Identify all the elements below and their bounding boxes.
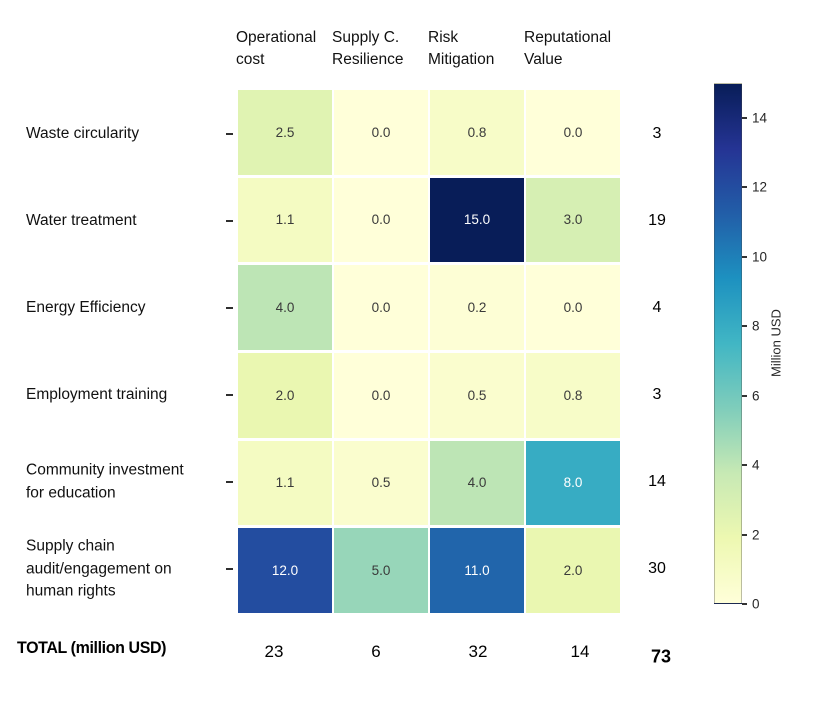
row-label: Employment training	[26, 385, 168, 403]
heatmap-cell: 0.2	[430, 265, 524, 350]
colorbar-tick-label: 10	[752, 249, 768, 265]
colorbar-tick	[742, 255, 747, 258]
cell-value: 4.0	[467, 475, 487, 491]
heatmap-cell: 0.0	[526, 90, 620, 175]
colorbar-tick-label: 0	[752, 596, 760, 612]
heatmap-cell: 0.5	[334, 440, 428, 526]
cell-value: 0.5	[467, 387, 487, 403]
cell-value: 3.0	[563, 212, 583, 228]
cell-value: 0.2	[467, 300, 487, 316]
colorbar-tick-label: 14	[752, 110, 768, 126]
axis-tick	[226, 219, 233, 222]
cell-value: 4.0	[275, 300, 295, 316]
heatmap-cell: 0.0	[334, 265, 428, 350]
column-total: 14	[570, 642, 590, 661]
column-total: 6	[371, 642, 381, 661]
cell-value: 0.0	[371, 212, 391, 228]
heatmap-cell: 0.0	[334, 90, 428, 175]
cell-value: 1.1	[275, 212, 295, 228]
cell-value: 0.0	[371, 387, 391, 403]
cell-value: 5.0	[371, 563, 391, 579]
heatmap-cell: 1.1	[238, 177, 332, 263]
row-total: 3	[652, 124, 662, 142]
cell-value: 0.8	[467, 124, 487, 140]
colorbar-tick	[742, 603, 747, 605]
cell-value: 0.5	[371, 475, 391, 491]
column-total: 32	[468, 642, 488, 661]
row-total: 19	[648, 211, 666, 229]
colorbar-tick	[742, 533, 747, 536]
column-header: Risk Mitigation	[428, 29, 495, 68]
row-total: 4	[652, 298, 662, 316]
colorbar-tick-label: 4	[752, 457, 760, 473]
heatmap-cell: 0.8	[430, 90, 524, 175]
cell-value: 12.0	[271, 563, 299, 579]
colorbar-tick	[742, 464, 747, 467]
colorbar	[714, 83, 742, 604]
heatmap-cell: 2.5	[238, 90, 332, 175]
colorbar-tick	[742, 116, 747, 119]
cell-value: 8.0	[563, 475, 583, 491]
cell-value: 0.0	[371, 124, 391, 140]
column-header: Reputational Value	[524, 29, 612, 68]
colorbar-tick-label: 2	[752, 527, 760, 543]
axis-tick	[226, 568, 233, 571]
cell-value: 0.0	[563, 300, 583, 316]
cell-value: 15.0	[463, 212, 491, 228]
heatmap-cell: 0.0	[334, 177, 428, 263]
row-label: Supply chain audit/engagement on human r…	[26, 537, 172, 600]
axis-tick	[226, 481, 233, 484]
row-total: 14	[648, 473, 666, 491]
heatmap-cell: 15.0	[430, 177, 524, 263]
cell-value: 0.8	[563, 387, 583, 403]
row-total: 3	[652, 386, 662, 404]
heatmap-cell: 8.0	[526, 440, 620, 526]
colorbar-tick-label: 6	[752, 388, 760, 404]
colorbar-tick	[742, 186, 747, 189]
heatmap-cell: 2.0	[238, 352, 332, 438]
column-total: 23	[264, 642, 284, 661]
heatmap-cell: 4.0	[238, 265, 332, 350]
heatmap-cell: 4.0	[430, 440, 524, 526]
cell-value: 2.0	[563, 563, 583, 579]
row-label: Waste circularity	[26, 124, 140, 142]
row-label: Community investment for education	[26, 461, 184, 502]
cell-value: 0.0	[563, 124, 583, 140]
axis-tick	[226, 394, 233, 397]
axis-tick	[226, 306, 233, 309]
heatmap-cell: 0.0	[526, 265, 620, 350]
heatmap-cell: 0.5	[430, 352, 524, 438]
heatmap-cell: 12.0	[238, 528, 332, 613]
cell-value: 0.0	[371, 300, 391, 316]
colorbar-tick-label: 12	[752, 179, 768, 195]
heatmap-cell: 2.0	[526, 528, 620, 613]
row-label: Water treatment	[26, 211, 137, 229]
cell-value: 2.0	[275, 387, 295, 403]
colorbar-tick	[742, 325, 747, 328]
heatmap-cell: 3.0	[526, 177, 620, 263]
totals-row-label: TOTAL (million USD)	[17, 638, 167, 657]
axis-tick	[226, 132, 233, 135]
colorbar-tick	[742, 394, 747, 397]
heatmap-cell: 0.8	[526, 352, 620, 438]
heatmap-grid: 2.5 0.0 0.8 0.0 1.1 0.0 15.0 3.0 4.0 0.0 0.2 0.0 2.0…	[238, 90, 620, 613]
cell-value: 1.1	[275, 475, 295, 491]
colorbar-axis-label: Million USD	[768, 309, 784, 377]
row-total: 30	[648, 560, 666, 578]
grand-total: 73	[650, 646, 672, 667]
cell-value: 2.5	[275, 124, 295, 140]
heatmap-cell: 5.0	[334, 528, 428, 613]
colorbar-tick-label: 8	[752, 318, 760, 334]
heatmap-cell: 0.0	[334, 352, 428, 438]
heatmap-cell: 11.0	[430, 528, 524, 613]
cell-value: 11.0	[464, 563, 490, 579]
column-header: Operational cost	[236, 29, 317, 68]
heatmap-cell: 1.1	[238, 440, 332, 526]
column-header: Supply C. Resilience	[332, 29, 404, 68]
row-label: Energy Efficiency	[26, 298, 146, 316]
